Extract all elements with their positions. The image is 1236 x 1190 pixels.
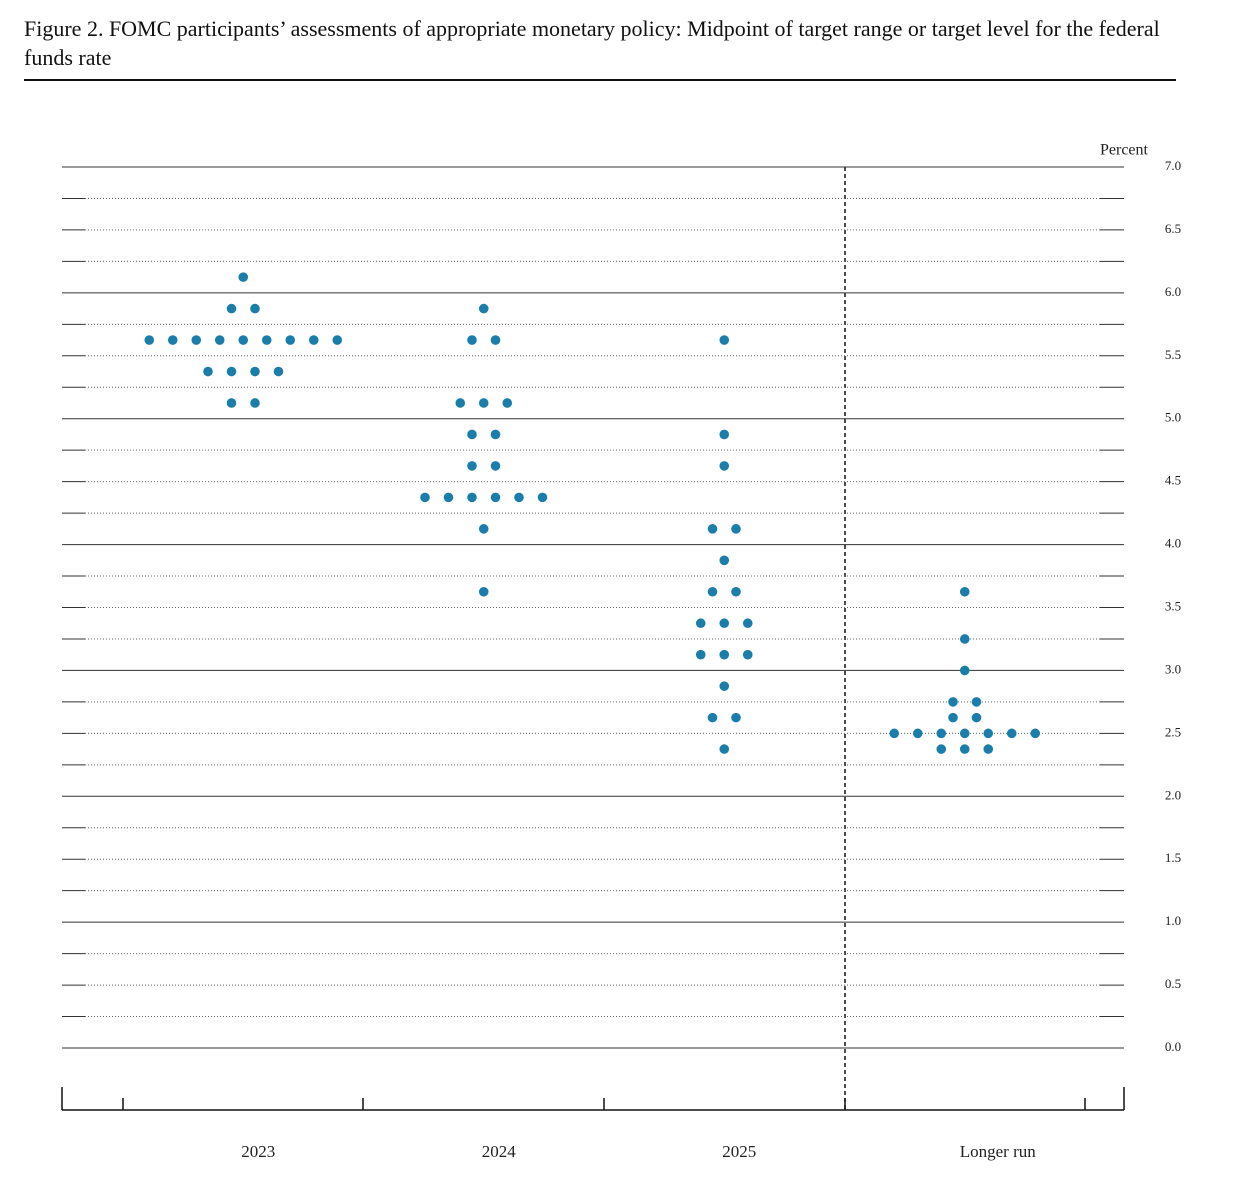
- y-tick-label: 2.0: [1165, 787, 1181, 802]
- dot: [273, 366, 284, 377]
- dot: [490, 492, 501, 503]
- y-tick-label: 3.0: [1165, 661, 1181, 676]
- dot: [971, 697, 982, 707]
- dot: [695, 649, 706, 660]
- dot: [719, 429, 730, 440]
- dot: [261, 335, 272, 345]
- dot: [478, 524, 489, 534]
- dot: [959, 665, 970, 676]
- dot: [731, 712, 741, 723]
- dot: [959, 586, 970, 597]
- dot: [742, 649, 753, 660]
- y-tick-label: 1.0: [1165, 913, 1181, 928]
- dot: [889, 728, 900, 739]
- dot: [719, 744, 730, 754]
- y-tick-label: 6.5: [1165, 221, 1181, 236]
- dot: [467, 335, 477, 345]
- dot: [983, 728, 994, 739]
- dot: [490, 335, 501, 345]
- x-axis: [61, 1087, 1125, 1111]
- x-tick-label: 2025: [722, 1142, 756, 1161]
- dot: [332, 335, 343, 345]
- y-tick-label: 4.5: [1165, 473, 1181, 488]
- x-tick-label: 2024: [482, 1142, 517, 1161]
- y-tick-label: 0.5: [1165, 976, 1181, 991]
- chart-title: Figure 2. FOMC participants’ assessments…: [24, 16, 1160, 70]
- dot: [742, 618, 753, 629]
- dot: [467, 429, 477, 440]
- dot: [1030, 728, 1041, 739]
- y-tick-label: 3.5: [1165, 598, 1181, 613]
- dot: [226, 398, 237, 408]
- dot: [731, 586, 741, 597]
- dot: [502, 398, 513, 408]
- dot: [144, 335, 155, 345]
- dot: [983, 744, 994, 754]
- dot: [695, 618, 706, 629]
- dot: [238, 335, 249, 345]
- dot: [514, 492, 524, 503]
- dot: [167, 335, 178, 345]
- dot: [719, 649, 730, 660]
- dot: [936, 744, 947, 754]
- y-tick-label: 4.0: [1165, 536, 1181, 551]
- y-tick-label: 6.0: [1165, 284, 1181, 299]
- dot: [959, 728, 970, 739]
- x-tick-label: 2023: [241, 1142, 275, 1161]
- dot: [707, 524, 718, 534]
- dot: [203, 366, 213, 377]
- dot: [936, 728, 947, 739]
- y-tick-label: 5.0: [1165, 410, 1181, 425]
- dot: [719, 555, 730, 566]
- dot: [719, 335, 730, 345]
- dot: [490, 461, 501, 471]
- dot: [948, 712, 958, 723]
- dot: [719, 681, 730, 691]
- dot: [707, 586, 718, 597]
- dot: [238, 272, 249, 282]
- dot: [467, 492, 477, 503]
- dot: [226, 303, 237, 314]
- dot: [478, 398, 489, 408]
- dot: [478, 303, 489, 314]
- dot: [226, 366, 237, 377]
- dot: [467, 461, 477, 471]
- dot: [443, 492, 454, 503]
- dot: [308, 335, 319, 345]
- x-tick-label: Longer run: [960, 1142, 1037, 1161]
- dot: [948, 697, 958, 707]
- dot: [959, 744, 970, 754]
- dot: [490, 429, 501, 440]
- dot: [1006, 728, 1017, 739]
- dot: [537, 492, 548, 503]
- dot: [707, 712, 718, 723]
- dot: [478, 586, 489, 597]
- dot: [250, 366, 260, 377]
- dot: [719, 461, 730, 471]
- dot: [250, 303, 260, 314]
- dot: [214, 335, 225, 345]
- y-axis-label: Percent: [1100, 142, 1149, 159]
- y-tick-label: 1.5: [1165, 850, 1181, 865]
- y-tick-label: 0.0: [1165, 1039, 1181, 1054]
- dot: [959, 634, 970, 644]
- dot: [912, 728, 923, 739]
- dot: [420, 492, 430, 503]
- y-tick-label: 5.5: [1165, 347, 1181, 362]
- dot: [971, 712, 982, 723]
- dot: [455, 398, 466, 408]
- dot: [731, 524, 741, 534]
- y-tick-label: 2.5: [1165, 724, 1181, 739]
- y-tick-label: 7.0: [1165, 158, 1181, 173]
- title-rule: [24, 79, 1176, 81]
- dot: [250, 398, 260, 408]
- dot: [285, 335, 296, 345]
- dot: [191, 335, 202, 345]
- dot: [719, 618, 730, 629]
